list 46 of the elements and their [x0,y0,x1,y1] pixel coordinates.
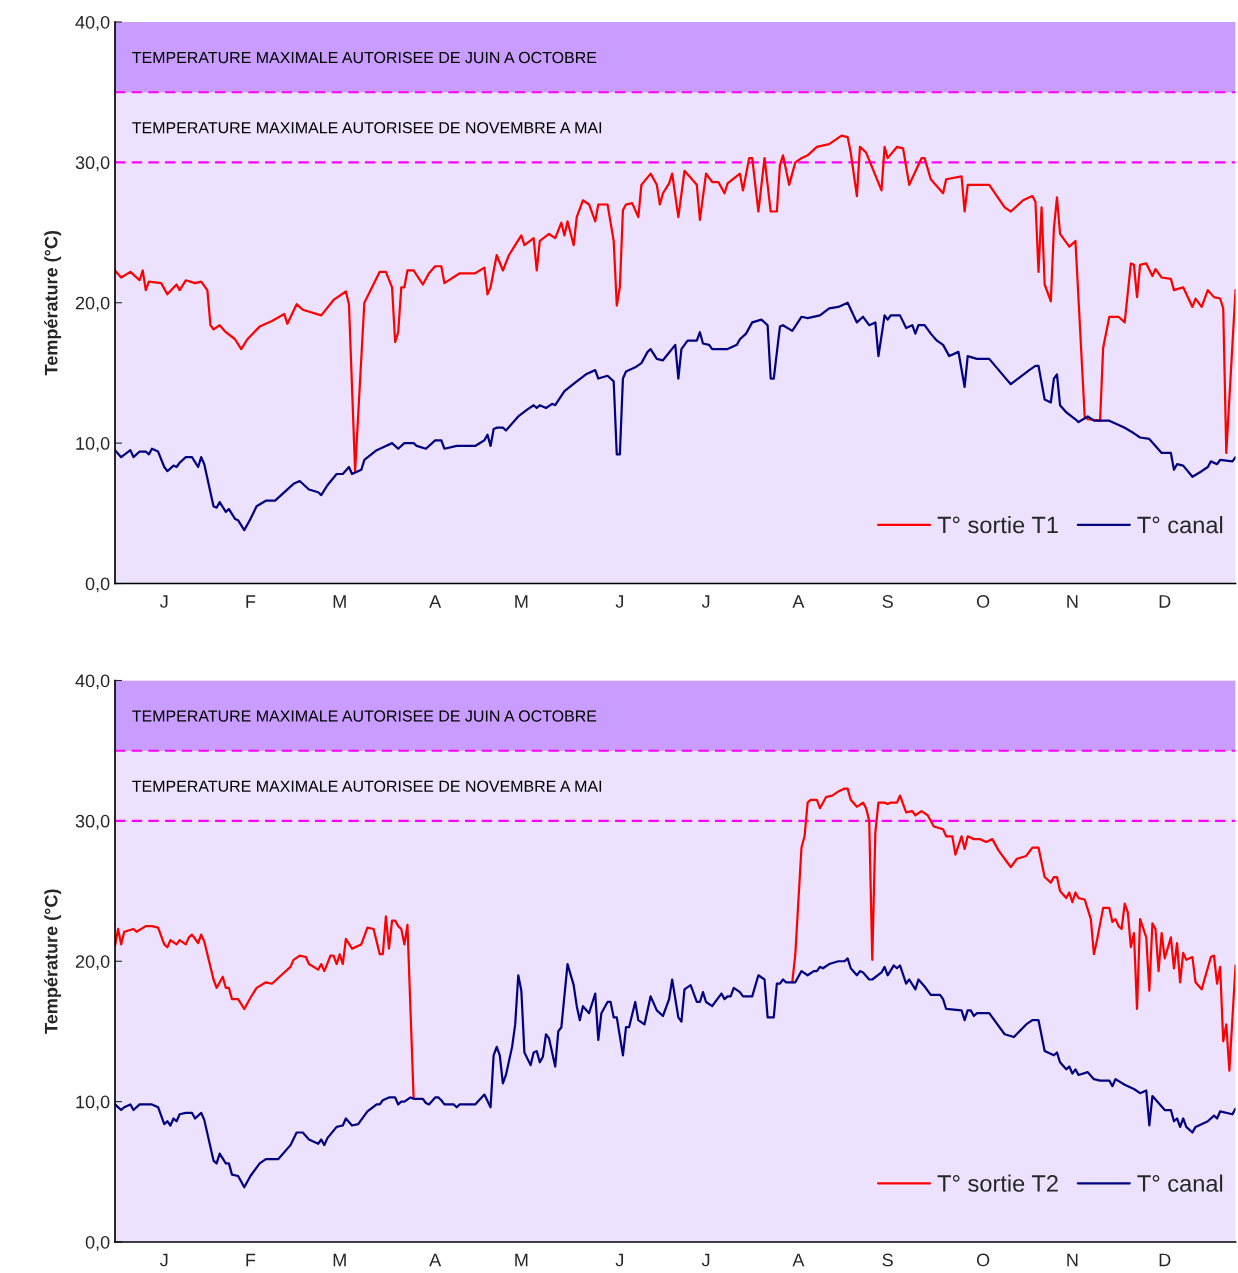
y-tick-label: 0,0 [85,1235,110,1251]
legend-label: T° sortie T1 [937,515,1058,534]
x-tick-label: O [976,595,990,608]
x-tick-label: F [246,1253,256,1267]
x-tick-label: J [701,1253,710,1267]
x-tick-label: M [515,595,528,608]
line-series [115,301,1236,532]
legend-label: T° sortie T2 [937,1174,1058,1192]
y-tick-label: 30,0 [75,814,110,830]
x-tick-label: J [615,595,624,608]
x-tick-label: M [333,1253,346,1267]
y-tick-label: 40,0 [75,15,110,31]
x-tick-label: A [429,1253,442,1267]
x-tick-label: N [1067,595,1078,608]
x-tick-label: D [1159,595,1171,608]
x-tick-label: M [515,1253,528,1267]
legend-label: T° canal [1137,515,1223,534]
x-tick-label: A [792,595,805,608]
ref-line-label: TEMPERATURE MAXIMALE AUTORISEE DE NOVEMBRE A MAI [132,780,602,792]
y-tick-label: 20,0 [75,955,110,971]
x-tick-label: A [792,1253,805,1267]
ref-line-label: TEMPERATURE MAXIMALE AUTORISEE DE NOVEMBRE A MAI [132,122,602,134]
x-tick-label: M [333,595,346,608]
y-tick-label: 10,0 [76,437,110,452]
x-tick-label: A [429,595,442,608]
x-tick-label: J [701,595,710,608]
y-tick-label: 40,0 [75,674,110,690]
x-tick-label: J [615,1253,624,1267]
x-tick-label: F [246,595,256,608]
y-axis-title: Température (°C) [44,889,62,1034]
y-tick-label: 20,0 [75,296,110,312]
x-tick-label: N [1067,1253,1078,1267]
y-tick-label: 10,0 [76,1095,110,1111]
line-series [115,134,1236,473]
ref-line-label: TEMPERATURE MAXIMALE AUTORISEE DE JUIN A OCTOBRE [132,710,597,722]
x-tick-label: D [1159,1253,1171,1267]
y-axis-title: Température (°C) [44,230,62,376]
y-tick-label: 0,0 [85,577,110,593]
x-tick-label: S [882,1253,893,1267]
x-tick-label: J [160,595,168,608]
x-tick-label: O [976,1253,990,1267]
x-tick-label: S [882,595,893,608]
legend-label: T° canal [1137,1174,1223,1192]
ref-line-label: TEMPERATURE MAXIMALE AUTORISEE DE JUIN A OCTOBRE [132,51,597,64]
x-tick-label: J [160,1253,168,1267]
y-tick-label: 30,0 [75,156,110,172]
